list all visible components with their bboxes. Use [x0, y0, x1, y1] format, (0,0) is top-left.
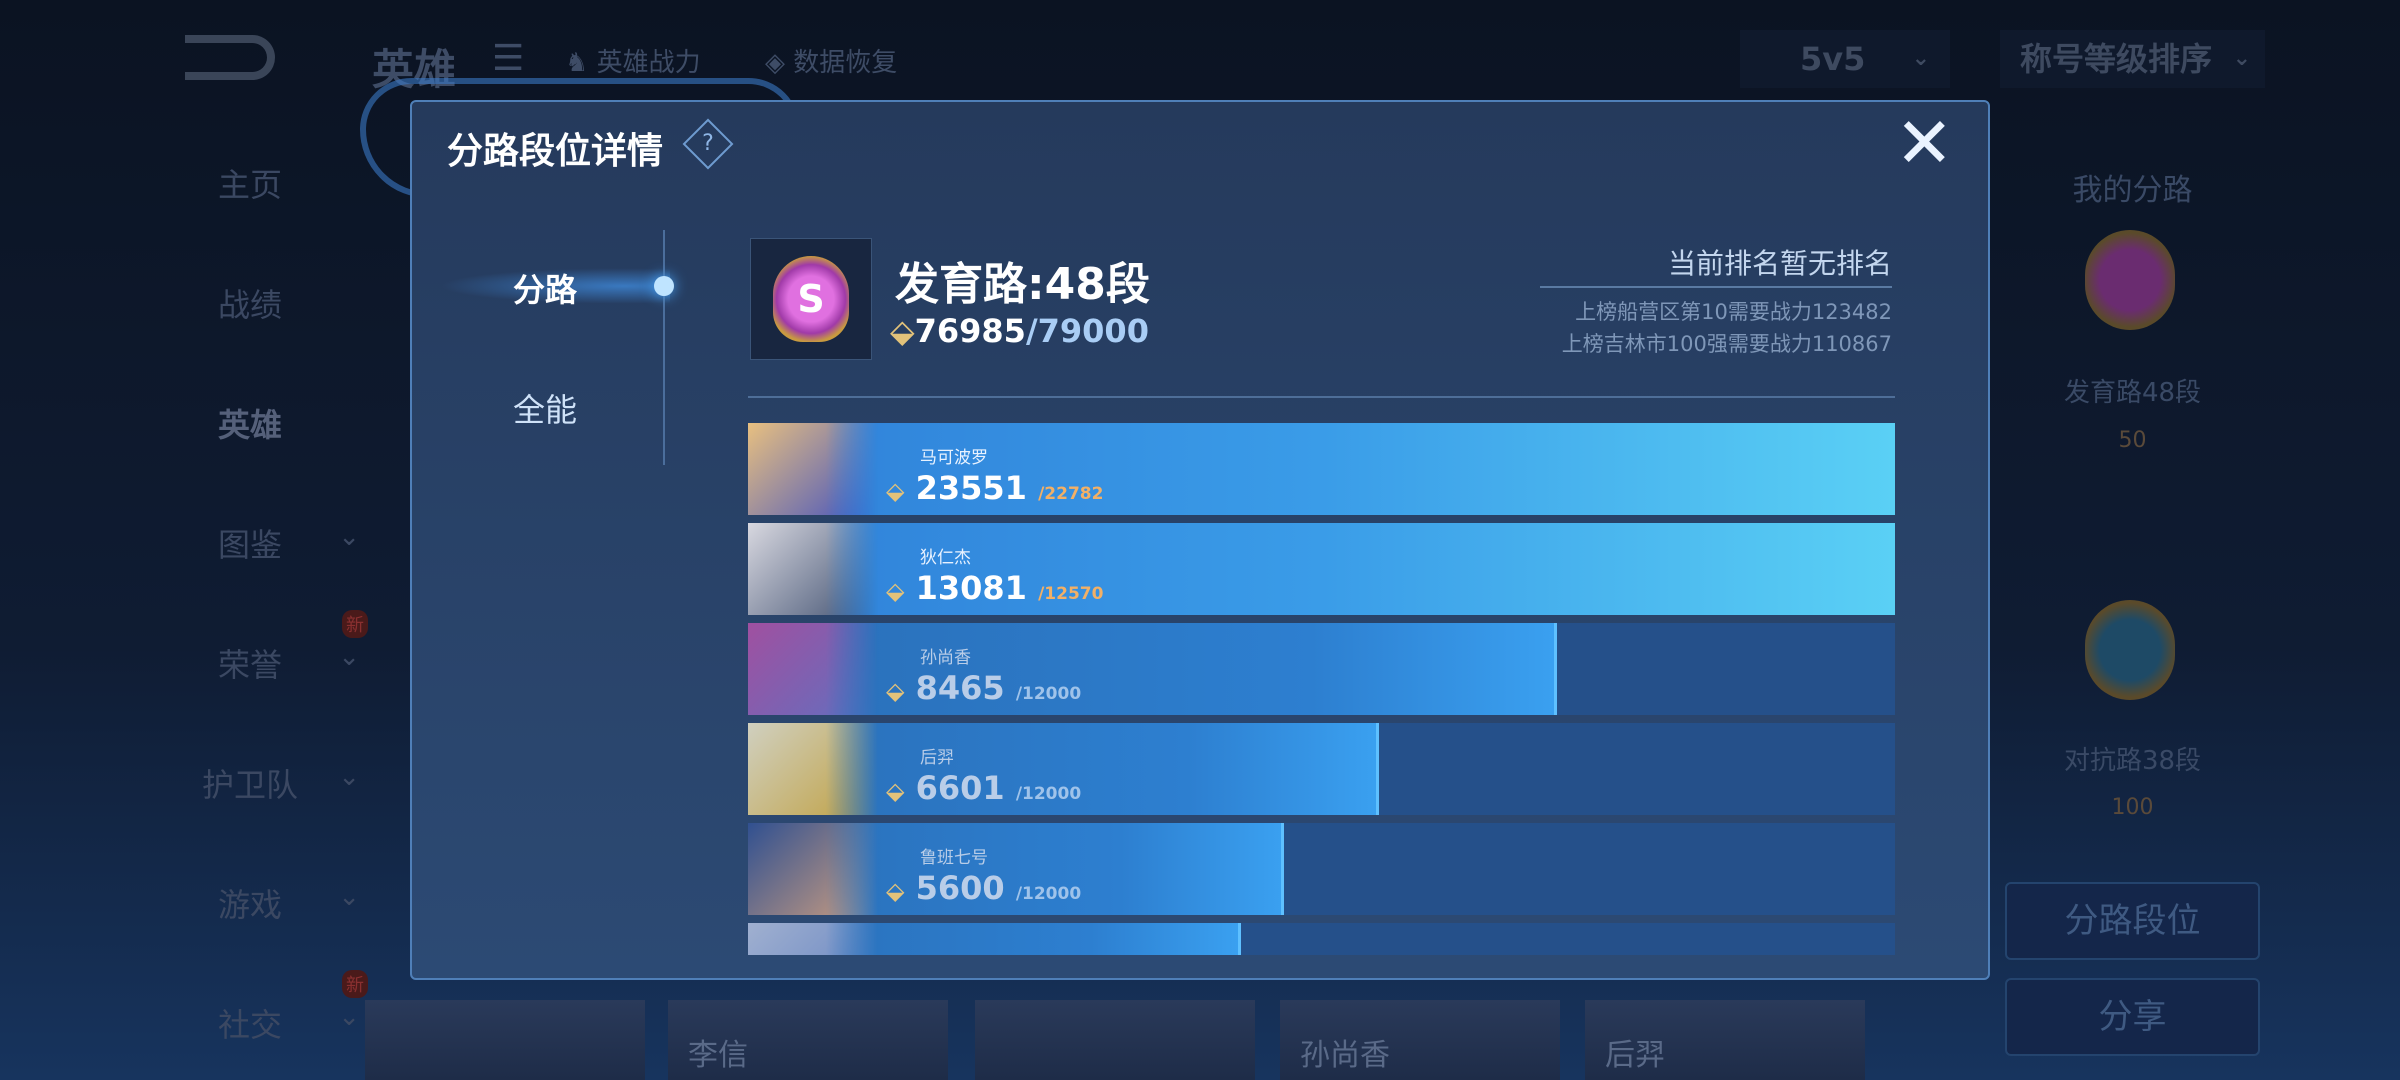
hero-score: ⬙ 13081 /12570: [886, 569, 1104, 607]
lane1-label: 发育路48段: [2063, 378, 2202, 408]
new-badge: 新: [342, 970, 368, 998]
tab-all-round[interactable]: 全能: [512, 391, 577, 429]
hero-power-button[interactable]: ♞ 英雄战力: [565, 48, 701, 78]
ranking-requirement-2: 上榜吉林市100强需要战力110867: [1561, 332, 1892, 356]
chevron-down-icon: ⌄: [2232, 46, 2251, 71]
hero-name: 后羿: [920, 748, 954, 768]
sidebar-item-home[interactable]: 主页: [217, 166, 282, 204]
ranking-requirement-1: 上榜船营区第10需要战力123482: [1575, 300, 1892, 324]
sidebar-item-honor[interactable]: 荣誉新 ⌄: [150, 610, 368, 686]
hero-name: 孙尚香: [920, 648, 971, 668]
dialog-title: 分路段位详情: [447, 131, 664, 172]
data-restore-button[interactable]: ◈ 数据恢复: [765, 48, 898, 78]
sidebar-item-social[interactable]: 社交新 ⌄: [150, 970, 368, 1046]
hero-portrait: [748, 823, 878, 915]
tab-glow: [440, 268, 670, 304]
hero-score: ⬙ 6601 /12000: [886, 769, 1082, 807]
tab-lane[interactable]: 分路: [512, 271, 577, 309]
hero-power-list[interactable]: 马可波罗 ⬙ 23551 /22782 狄仁杰 ⬙ 13081 /12570 孙…: [748, 423, 1895, 955]
progress-fill: [748, 523, 1895, 615]
hero-power-row[interactable]: 后羿 ⬙ 6601 /12000: [748, 723, 1895, 815]
chevron-down-icon: ⌄: [338, 882, 360, 912]
hero-card[interactable]: 李信: [668, 1000, 948, 1080]
hero-portrait: [748, 623, 878, 715]
power-icon: ⬙: [886, 477, 905, 505]
active-tab-indicator: [654, 276, 674, 296]
lane2-label: 对抗路38段: [2063, 746, 2202, 776]
tab-divider: [663, 230, 665, 465]
hero-score: ⬙ 23551 /22782: [886, 469, 1104, 507]
power-icon: ⬙: [886, 677, 905, 705]
hero-portrait: [748, 923, 878, 955]
hero-name: 马可波罗: [920, 448, 988, 468]
power-icon: ⬙: [886, 877, 905, 905]
lane-badge-icon: [2085, 230, 2175, 330]
lane-rank-button[interactable]: 分路段位: [2005, 882, 2260, 960]
new-badge: 新: [342, 610, 368, 638]
progress-fill: [748, 623, 1557, 715]
restore-icon: ◈: [765, 48, 785, 78]
lane-badge-icon: [2085, 600, 2175, 700]
hero-name: 鲁班七号: [920, 848, 988, 868]
sort-dropdown[interactable]: 称号等级排序 ⌄: [2000, 30, 2265, 88]
sidebar-item-games[interactable]: 游戏 ⌄: [217, 882, 360, 924]
back-icon[interactable]: [185, 35, 275, 80]
list-icon[interactable]: ☰: [492, 38, 525, 79]
hero-portrait: [748, 723, 878, 815]
hero-power-icon: ♞: [565, 48, 589, 78]
hero-score: ⬙ 8465 /12000: [886, 669, 1082, 707]
chevron-down-icon: ⌄: [338, 642, 360, 672]
chevron-down-icon: ⌄: [338, 522, 360, 552]
hero-portrait: [748, 523, 878, 615]
hero-power-row[interactable]: 孙尚香 ⬙ 8465 /12000: [748, 623, 1895, 715]
hero-card[interactable]: [365, 1000, 645, 1080]
ranking-status: 当前排名暂无排名: [1667, 247, 1892, 280]
chevron-down-icon: ⌄: [338, 762, 360, 792]
power-icon: ⬙: [886, 777, 905, 805]
hero-name: 狄仁杰: [920, 548, 971, 568]
divider: [748, 396, 1895, 398]
progress-fill: [748, 423, 1895, 515]
hero-card[interactable]: [975, 1000, 1255, 1080]
rank-score: ⬙76985/79000: [890, 312, 1149, 350]
chevron-down-icon: ⌄: [338, 1002, 360, 1032]
sidebar-item-gallery[interactable]: 图鉴 ⌄: [217, 522, 360, 564]
my-lanes-title: 我的分路: [2072, 173, 2193, 208]
hero-power-row[interactable]: [748, 923, 1895, 955]
hero-card[interactable]: 后羿: [1585, 1000, 1865, 1080]
hero-score: ⬙ 5600 /12000: [886, 869, 1082, 907]
sidebar-item-heroes[interactable]: 英雄: [217, 406, 282, 444]
rank-badge: S: [750, 238, 872, 360]
lane2-rank-badge: 100: [2111, 795, 2154, 820]
rank-title: 发育路:48段: [895, 259, 1150, 310]
divider: [1540, 286, 1892, 288]
hero-card[interactable]: 孙尚香: [1280, 1000, 1560, 1080]
lane1-rank-badge: 50: [2118, 428, 2147, 453]
close-button[interactable]: ✕: [1895, 102, 1954, 184]
power-icon: ⬙: [890, 312, 915, 350]
share-button[interactable]: 分享: [2005, 978, 2260, 1056]
hero-power-row[interactable]: 马可波罗 ⬙ 23551 /22782: [748, 423, 1895, 515]
hero-portrait: [748, 423, 878, 515]
sidebar-item-records[interactable]: 战绩: [217, 286, 282, 324]
hero-power-row[interactable]: 狄仁杰 ⬙ 13081 /12570: [748, 523, 1895, 615]
mode-dropdown[interactable]: 5v5 ⌄: [1740, 30, 1950, 88]
rank-emblem-icon: S: [773, 256, 849, 342]
sidebar-item-guard[interactable]: 护卫队 ⌄: [201, 762, 360, 804]
power-icon: ⬙: [886, 577, 905, 605]
hero-power-row[interactable]: 鲁班七号 ⬙ 5600 /12000: [748, 823, 1895, 915]
chevron-down-icon: ⌄: [1911, 46, 1930, 71]
